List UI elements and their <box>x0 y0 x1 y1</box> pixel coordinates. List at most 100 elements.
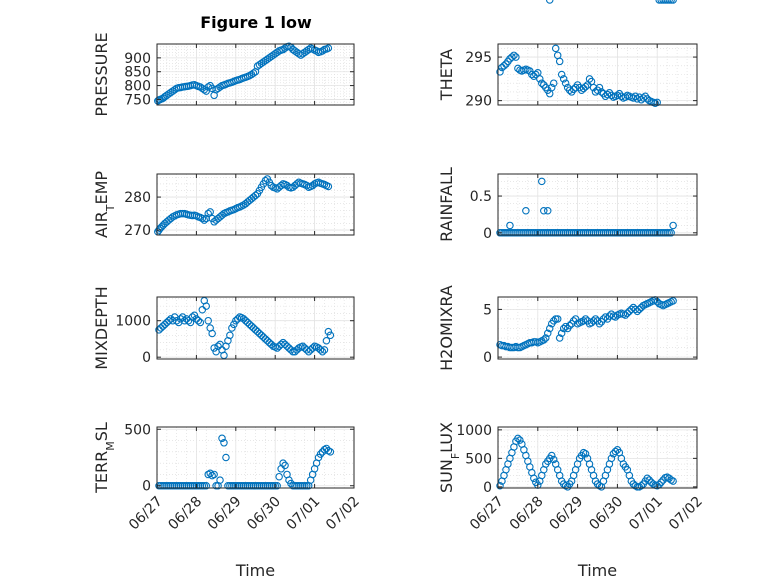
data-point <box>663 0 671 4</box>
data-point <box>500 62 508 70</box>
data-point <box>226 331 234 340</box>
data-point <box>326 331 335 340</box>
data-point <box>667 229 675 237</box>
data-point <box>557 70 566 79</box>
data-point <box>669 221 677 230</box>
data-point <box>536 75 544 83</box>
data-point <box>551 44 560 53</box>
data-point <box>669 0 677 4</box>
data-point <box>172 316 181 325</box>
data-point <box>561 322 570 331</box>
minor-grid <box>498 173 697 235</box>
data-point <box>599 315 608 323</box>
axes-box <box>497 173 698 236</box>
data-point <box>206 469 214 478</box>
data-series <box>496 0 677 108</box>
y-tick-label: 280 <box>124 190 151 206</box>
data-point <box>623 309 632 317</box>
data-point <box>318 347 327 356</box>
data-point <box>188 313 197 321</box>
data-point <box>559 324 568 333</box>
data-point <box>565 86 574 94</box>
data-point <box>542 334 550 342</box>
data-point <box>324 327 333 336</box>
data-point <box>633 307 642 316</box>
data-point <box>595 83 604 92</box>
data-point <box>635 305 644 314</box>
data-point <box>549 317 558 325</box>
figure-title: Figure 1 low <box>200 13 312 32</box>
data-series <box>496 296 677 352</box>
axes-box <box>156 43 355 106</box>
ticks: 270 280 <box>124 174 355 239</box>
data-point <box>553 315 562 323</box>
y-tick-label: 0 <box>483 480 492 496</box>
data-point <box>591 315 600 323</box>
data-point <box>198 214 207 223</box>
data-point <box>202 87 211 95</box>
data-point <box>659 0 667 4</box>
data-point <box>510 51 518 60</box>
y-tick-label: 270 <box>124 223 151 239</box>
ticks: 05 <box>483 297 698 366</box>
y-tick-label: 5 <box>483 302 492 318</box>
data-point <box>601 313 610 321</box>
data-point <box>275 472 283 481</box>
data-point <box>216 83 224 91</box>
minor-grid <box>498 44 697 105</box>
data-series <box>155 296 335 360</box>
data-point <box>271 481 279 490</box>
data-point <box>665 229 673 237</box>
y-axis-label: AIRTEMP <box>92 171 117 238</box>
data-point <box>516 436 524 444</box>
data-point <box>657 478 665 487</box>
data-point <box>204 316 212 325</box>
data-point <box>196 318 205 327</box>
data-point <box>540 336 548 344</box>
axes-box <box>156 296 355 360</box>
data-point <box>230 320 238 329</box>
data-point <box>228 324 236 332</box>
data-point <box>512 53 520 61</box>
data-point <box>249 69 258 77</box>
data-series <box>496 0 677 237</box>
data-point <box>267 340 276 349</box>
data-point <box>607 454 616 463</box>
data-point <box>547 451 556 460</box>
data-point <box>220 439 228 447</box>
axes-box <box>497 43 698 106</box>
data-point <box>597 88 606 96</box>
data-point <box>222 453 230 462</box>
data-point <box>251 191 260 200</box>
data-point <box>198 481 207 490</box>
y-tick-label: 850 <box>124 65 151 81</box>
data-point <box>496 68 504 76</box>
axes-box <box>156 426 355 489</box>
data-point <box>663 229 671 237</box>
y-axis-label: THETA <box>437 49 456 101</box>
data-point <box>204 83 212 91</box>
data-point <box>643 474 651 483</box>
data-point <box>212 481 220 490</box>
data-point <box>261 176 270 185</box>
data-point <box>208 329 216 338</box>
ticks: 290 295 <box>465 44 698 110</box>
y-tick-label: 500 <box>465 451 492 467</box>
data-point <box>581 450 590 458</box>
data-point <box>316 450 325 458</box>
ticks: 00.5 <box>470 174 698 242</box>
y-tick-label: 0 <box>483 350 492 366</box>
axes-box <box>497 296 698 360</box>
data-point <box>508 53 516 61</box>
data-point <box>547 83 556 92</box>
data-point <box>202 302 211 310</box>
data-point <box>589 317 598 325</box>
subplot-air_temp: 270 280 AIRTEMP <box>92 171 355 239</box>
x-axis-label: Time <box>577 561 617 580</box>
y-tick-label: 290 <box>465 94 492 110</box>
y-axis-label: TERRMSL <box>92 422 117 494</box>
data-point <box>665 0 673 4</box>
